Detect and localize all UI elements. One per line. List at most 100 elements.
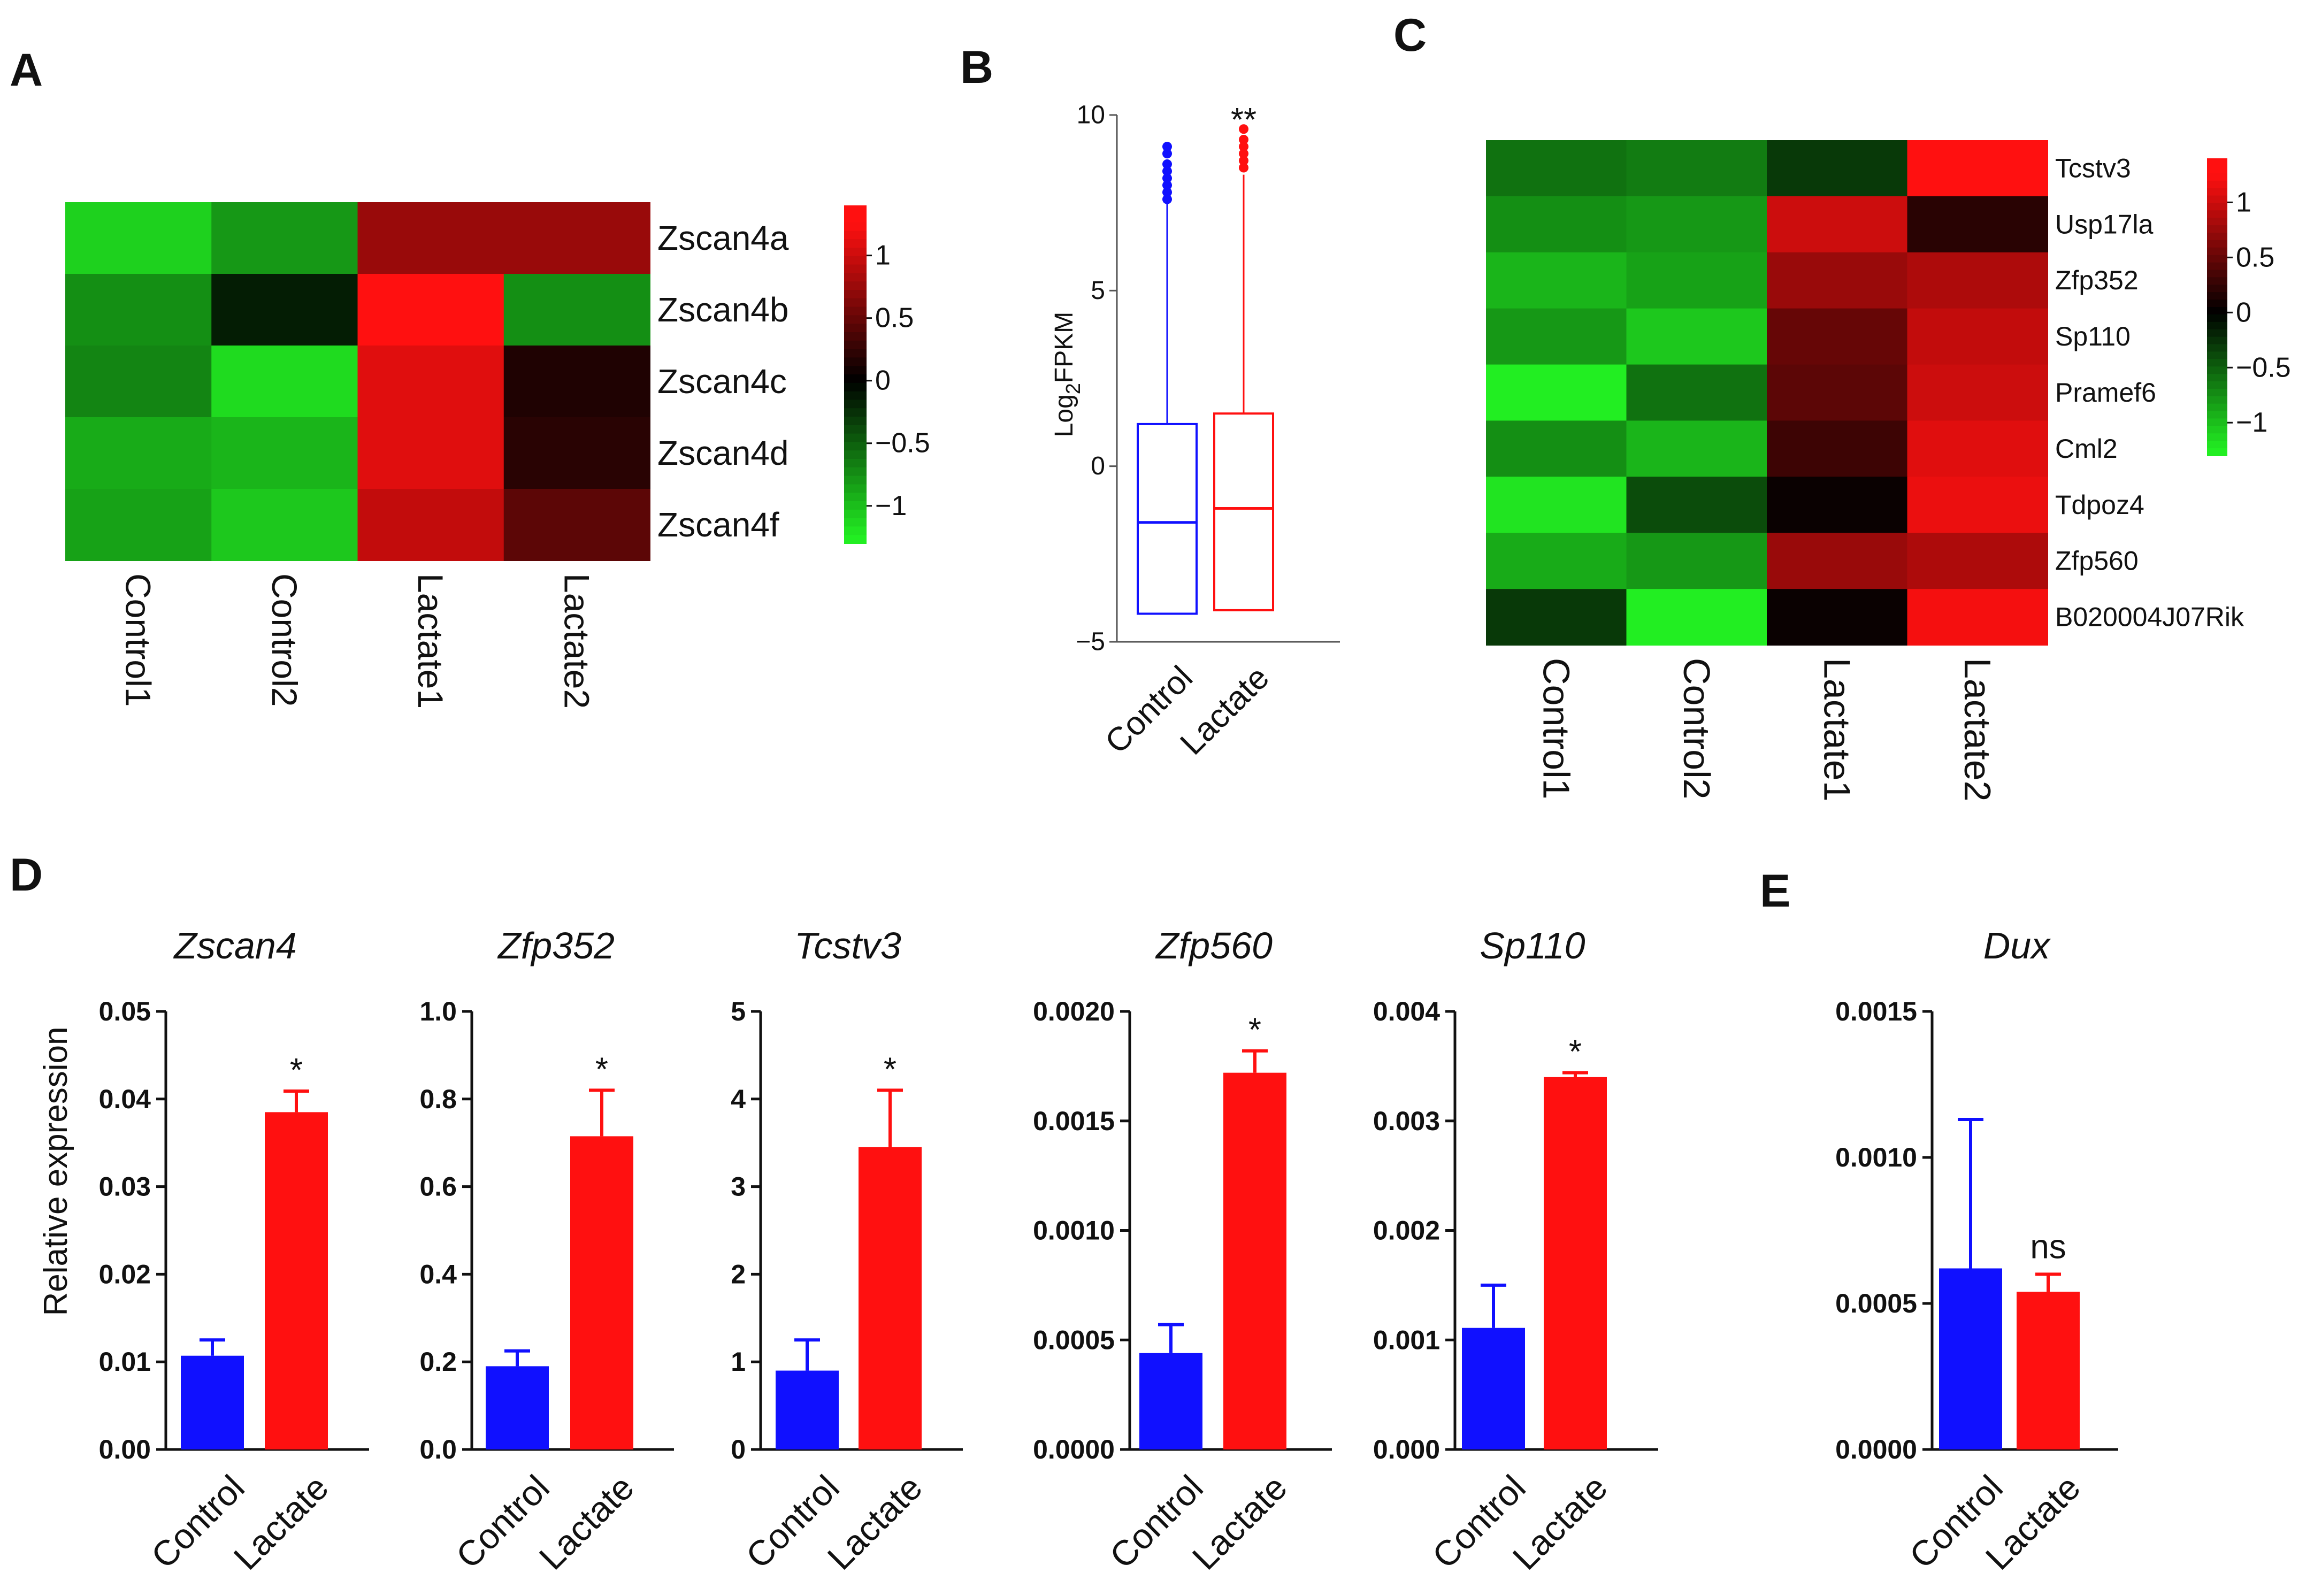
heat-col-label: Lactate1 [411,573,450,709]
colorbar-segment [2207,307,2227,315]
colorbar-segment [2207,233,2227,241]
panel-letter-c: C [1393,10,1427,61]
colorbar-tick-label: −1 [875,490,907,521]
heat-cell-usp17la-control2 [1626,196,1767,253]
significance-marker: * [1569,1034,1582,1071]
colorbar-tick-label: 0.5 [875,303,914,334]
colorbar-segment [844,256,867,265]
colorbar-segment [2207,433,2227,442]
bar-control [1139,1353,1202,1449]
heat-cell-zscan4d-lactate1 [357,417,504,489]
heat-col-label: Control1 [119,573,158,707]
colorbar-segment [844,366,867,375]
colorbar-tick-label: 0.5 [2236,242,2274,273]
colorbar-segment [2207,381,2227,389]
colorbar-segment [2207,411,2227,419]
chart-title: Dux [1983,925,2051,966]
heatmap-zscan4: Zscan4a Zscan4b Zscan4c Zscan4d Zscan4f Contr… [65,202,930,709]
heat-cell-zscan4c-control2 [211,346,358,418]
bar-chart-dux: 0.00000.00050.00100.0015DuxControlLactat… [1835,925,2118,1577]
bar-control [1939,1268,2002,1449]
y-axis-label-main: Log [1050,394,1078,437]
y-tick-label: 0.6 [419,1172,457,1202]
chart-title: Tcstv3 [794,925,901,966]
colorbar-segment [2207,188,2227,196]
panel-letter-d: D [10,849,43,901]
heat-cell-zscan4f-control2 [211,489,358,561]
y-tick-label: 0.0000 [1835,1434,1917,1464]
colorbar-segment [2207,218,2227,226]
y-tick-label: 4 [731,1084,746,1114]
colorbar-segment [2207,225,2227,233]
outlier-point-control [1162,166,1172,177]
outlier-point-lactate [1239,142,1248,152]
bar-lactate [570,1136,633,1449]
colorbar-tick-label: 1 [2236,187,2251,218]
colorbar-segment [844,400,867,409]
panel-letter-b: B [960,42,993,93]
y-tick-label: 0.0015 [1033,1106,1115,1136]
colorbar-segment [844,205,867,214]
heat-cell-usp17la-lactate1 [1767,196,1908,253]
colorbar-segment [844,475,867,485]
y-axis-label: Relative expression [37,1026,74,1316]
colorbar-segment [2207,403,2227,412]
heat-row-label: Tdpoz4 [2055,490,2144,520]
y-tick-label: 0.003 [1373,1106,1440,1136]
outlier-point-lactate [1239,134,1248,144]
colorbar-segment [844,315,867,325]
y-tick-label: 0.02 [99,1259,151,1289]
heat-row-label: Zscan4d [657,434,788,472]
colorbar-segment [2207,173,2227,181]
colorbar-segment [844,535,867,544]
outlier-point-lactate [1239,124,1248,134]
heat-cell-zscan4b-lactate2 [503,274,650,346]
colorbar-segment [844,231,867,240]
colorbar-segment [844,213,867,223]
heat-cell-zfp352-lactate2 [1907,252,2048,309]
colorbar-segment [2207,195,2227,204]
y-tick-label: 0.8 [419,1084,457,1114]
significance-marker: * [290,1052,303,1089]
heat-row-label: Pramef6 [2055,378,2156,408]
heat-cell-zscan4d-lactate2 [503,417,650,489]
colorbar-segment [2207,292,2227,301]
outlier-point-control [1162,173,1172,183]
y-axis-label: Log2FPKM [1050,312,1085,438]
colorbar-tick-label: 1 [875,240,891,271]
y-tick-label: 1.0 [419,996,457,1026]
heat-cell-b020004j07rik-lactate1 [1767,589,1908,646]
colorbar-segment [844,290,867,299]
heat-cell-zscan4c-lactate2 [503,346,650,418]
colorbar-segment [2207,314,2227,323]
colorbar-segment [844,298,867,308]
y-tick-label: 5 [1091,277,1105,305]
heat-cell-zfp560-lactate1 [1767,533,1908,590]
heat-cell-zscan4a-control2 [211,202,358,274]
significance-marker: * [884,1051,897,1088]
y-tick-label: 0.2 [419,1347,457,1377]
heat-cell-zfp560-control1 [1486,533,1627,590]
colorbar-segment [2207,255,2227,263]
y-tick-label: 0.001 [1373,1325,1440,1355]
y-tick-label: 0.0000 [1033,1434,1115,1464]
bar-lactate [265,1112,328,1449]
colorbar-segment [844,425,867,434]
y-tick-label: 3 [731,1172,746,1202]
colorbar-segment [844,509,867,519]
heat-cell-zscan4b-control2 [211,274,358,346]
significance-marker: ns [2030,1227,2066,1265]
heat-cell-zscan4f-control1 [65,489,212,561]
colorbar-segment [844,433,867,443]
colorbar-segment [844,324,867,333]
colorbar-tick-label: −1 [2236,407,2267,438]
y-tick-label: 0.05 [99,996,151,1026]
y-tick-label: −5 [1076,628,1105,656]
colorbar-segment [844,493,867,502]
heat-col-label: Control2 [1676,658,1718,800]
colorbar-segment [844,281,867,290]
heat-cell-cml2-lactate2 [1907,420,2048,478]
colorbar-segment [2207,388,2227,397]
heat-cell-sp110-lactate2 [1907,308,2048,365]
